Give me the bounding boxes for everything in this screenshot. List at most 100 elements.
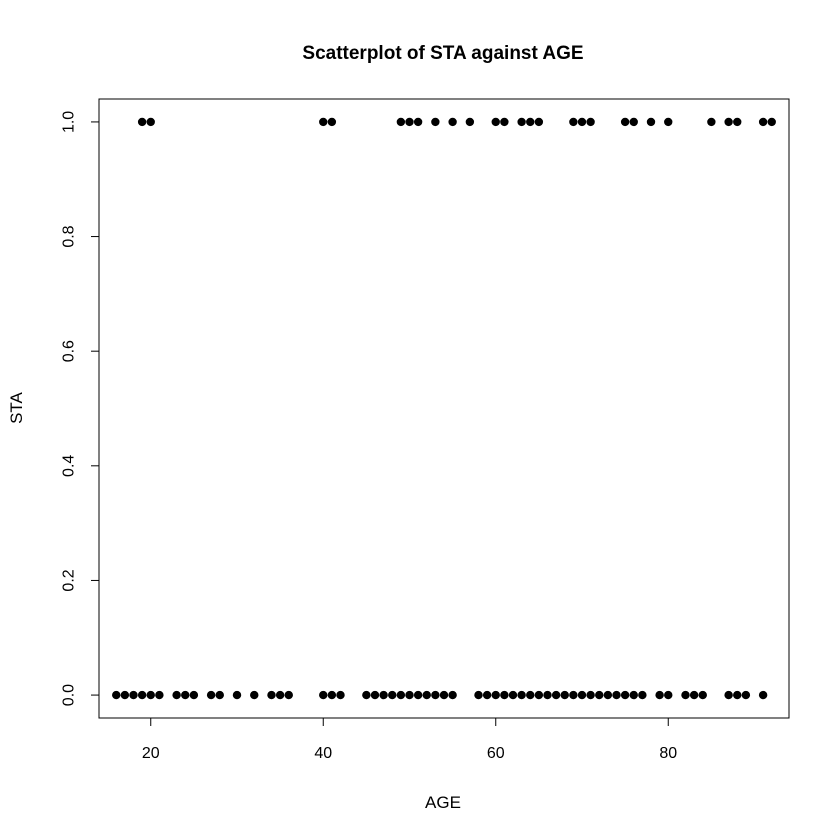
y-tick-label: 0.2 [61,569,78,591]
x-axis: 20 40 60 80 [142,717,677,762]
scatter-point [767,117,776,127]
scatter-point [638,690,647,700]
y-tick-label: 0.0 [61,684,78,706]
scatter-point [431,690,440,700]
scatter-point [172,690,181,700]
scatter-point [112,690,121,700]
scatter-point [396,690,406,700]
scatter-point [500,690,509,700]
scatter-point [491,117,500,127]
scatter-point [534,690,544,700]
chart-title: Scatterplot of STA against AGE [302,43,583,64]
scatter-point [758,117,768,127]
y-axis-label: STA [7,391,26,423]
scatter-point [741,690,751,700]
plot-frame [98,98,790,719]
scatter-point [586,117,595,127]
x-axis-label: AGE [425,793,461,812]
scatter-point [448,117,457,127]
scatter-point [439,690,449,700]
scatter-point [206,690,216,700]
scatter-point [681,690,690,700]
scatter-point [319,690,328,700]
scatter-point [724,117,733,127]
scatter-point [327,117,337,127]
scatter-point [431,117,440,127]
scatter-point [396,117,406,127]
scatter-point [284,690,293,700]
scatter-point [189,690,199,700]
scatter-point [707,117,716,127]
scatter-point [664,690,673,700]
scatter-point [267,690,276,700]
scatter-point [603,690,613,700]
y-tick-label: 1.0 [61,111,78,133]
scatter-point [422,690,431,700]
scatter-point [275,690,285,700]
scatter-point [569,117,578,127]
scatter-point [733,690,742,700]
scatter-point [250,690,259,700]
scatter-point [405,117,414,127]
scatter-point [146,117,155,127]
scatter-point [577,117,587,127]
scatter-point [517,117,526,127]
scatter-point [534,117,544,127]
scatter-point [370,690,380,700]
scatter-point [474,690,483,700]
scatter-point [181,690,190,700]
scatter-point [526,690,535,700]
y-tick-label: 0.4 [61,455,78,477]
scatter-point [620,690,630,700]
x-tick-label: 20 [142,745,160,762]
scatter-point [629,117,638,127]
scatter-point [465,117,475,127]
x-tick-label: 40 [314,745,332,762]
scatter-point [508,690,518,700]
scatter-point [500,117,509,127]
x-tick-label: 80 [659,745,677,762]
scatter-point [120,690,130,700]
scatter-point [612,690,621,700]
scatter-point [137,117,147,127]
y-tick-label: 0.8 [61,225,78,247]
scatter-point [646,117,656,127]
scatter-point [517,690,526,700]
scatter-point [327,690,337,700]
y-axis: 0.0 0.2 0.4 0.6 0.8 1.0 [61,111,100,706]
scatter-point [379,690,388,700]
scatter-point [413,117,423,127]
scatter-point [569,690,578,700]
scatter-point [595,690,604,700]
scatter-point [620,117,630,127]
scatter-point [664,117,673,127]
scatter-point [543,690,552,700]
scatter-point [319,117,328,127]
scatter-point [629,690,638,700]
scatter-point [655,690,664,700]
scatter-point [526,117,535,127]
scatter-point [362,690,371,700]
scatter-point [146,690,155,700]
scatter-point [336,690,345,700]
scatter-point [405,690,414,700]
scatter-point [482,690,492,700]
scatter-point [232,690,242,700]
scatter-point [155,690,164,700]
scatter-point [586,690,595,700]
scatter-point [698,690,707,700]
scatter-point [413,690,423,700]
x-tick-label: 60 [487,745,505,762]
scatter-point [733,117,742,127]
scatter-point [448,690,457,700]
scatter-point [724,690,733,700]
scatter-point [491,690,500,700]
scatter-point [551,690,561,700]
scatter-point [560,690,569,700]
scatter-point [137,690,147,700]
scatter-point [577,690,587,700]
scatter-point [215,690,224,700]
scatter-point [689,690,699,700]
scatter-point [758,690,768,700]
